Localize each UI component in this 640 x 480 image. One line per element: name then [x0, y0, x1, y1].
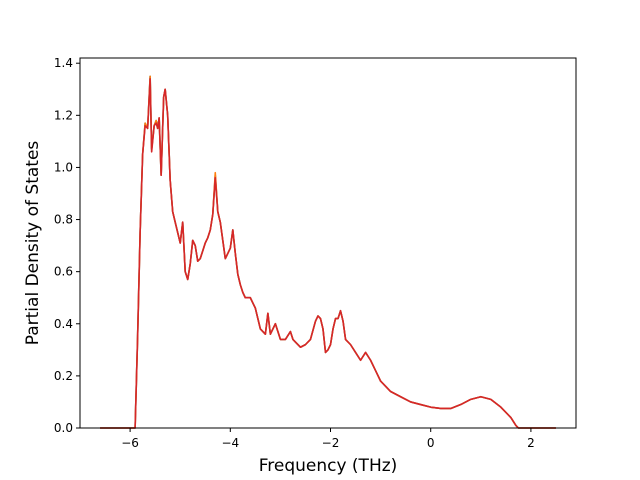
x-axis-label: Frequency (THz)	[259, 456, 398, 476]
y-tick-label: 1.2	[54, 108, 73, 122]
y-tick-label: 0.8	[54, 213, 73, 227]
y-tick-label: 1.4	[54, 56, 73, 70]
x-tick-label: 2	[527, 436, 535, 450]
x-tick-label: 0	[427, 436, 435, 450]
series-line-3	[100, 78, 556, 429]
y-tick-label: 0.4	[54, 317, 73, 331]
plot-area	[80, 58, 576, 428]
y-axis-ticks: 0.0 0.2 0.4 0.6 0.8 1.0 1.2 1.4	[54, 56, 80, 435]
y-tick-label: 0.2	[54, 369, 73, 383]
y-tick-label: 0.6	[54, 265, 73, 279]
y-tick-label: 0.0	[54, 421, 73, 435]
x-tick-label: −2	[322, 436, 340, 450]
series-layer	[100, 75, 556, 429]
x-tick-label: −4	[221, 436, 239, 450]
y-axis-label: Partial Density of States	[23, 141, 43, 346]
y-tick-label: 1.0	[54, 160, 73, 174]
axes-frame	[79, 57, 577, 429]
x-tick-label: −6	[121, 436, 139, 450]
x-axis-ticks: −6 −4 −2 0 2	[121, 428, 535, 450]
